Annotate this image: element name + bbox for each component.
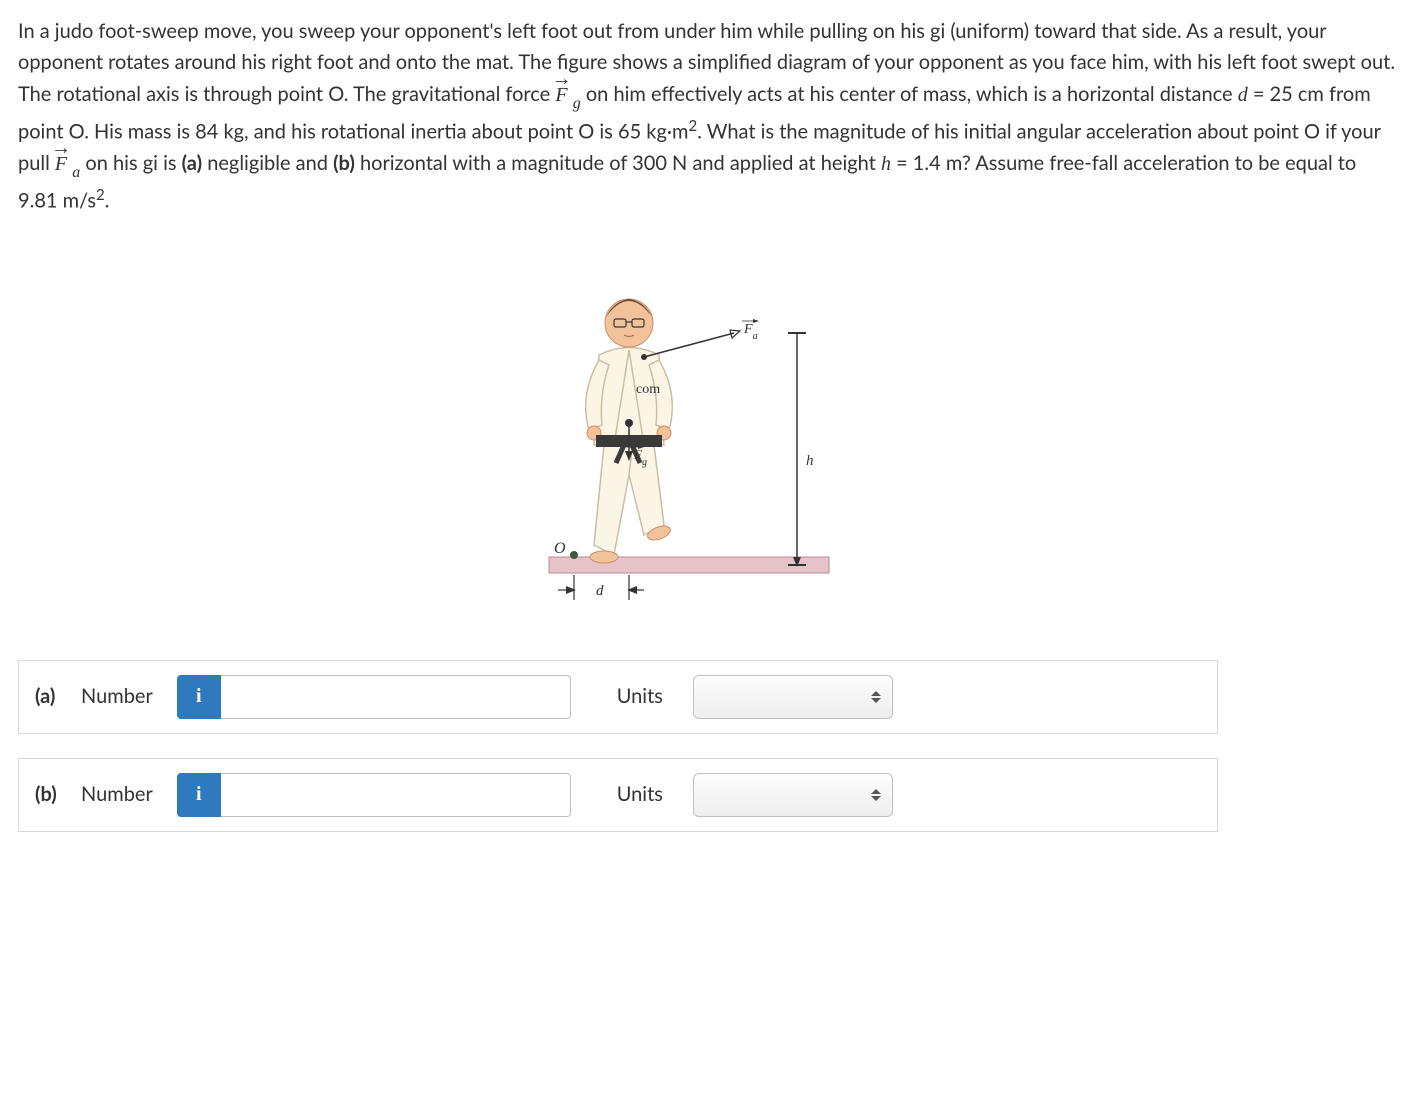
info-button-a[interactable]: i [177,675,221,719]
units-label: Units [617,779,663,810]
fa-label: Fa [743,322,758,342]
units-select-wrap-a [693,675,893,719]
com-label: com [636,382,660,397]
vector-fg: →F [555,78,567,111]
fa-vector-barhead [753,319,759,323]
vector-arrow: → [51,133,71,164]
vector-arrow: → [551,64,571,95]
answers-section: (a) Number i Units (b) Number i Units [18,660,1400,832]
subscript-g: g [573,95,581,112]
number-label: Number [81,681,153,712]
text: is 65 kg·m [594,119,688,143]
superscript: 2 [96,186,105,204]
answer-row-a: (a) Number i Units [18,660,1218,734]
h-label: h [806,453,814,469]
o-label: O [554,540,566,557]
judo-diagram: O [544,245,874,615]
units-select-wrap-b [693,773,893,817]
text: horizontal with a magnitude of 300 N and… [355,151,881,175]
number-label: Number [81,779,153,810]
fa-arrow-line [644,333,734,357]
part-a-marker: (a) [182,151,202,175]
text: on him effectively acts at his center of… [586,82,1238,106]
answer-row-b: (b) Number i Units [18,758,1218,832]
info-button-b[interactable]: i [177,773,221,817]
superscript: 2 [689,117,698,135]
text: . His mass is 84 kg, and his rotational … [84,119,578,143]
units-label: Units [617,681,663,712]
part-label-a: (a) [35,681,67,712]
part-b-marker: (b) [333,151,355,175]
text: . [105,189,110,213]
part-label-b: (b) [35,779,67,810]
fa-arrow-head [730,330,740,338]
number-input-group-a: i [177,675,571,719]
problem-statement: In a judo foot-sweep move, you sweep you… [18,16,1398,217]
text: on his gi is [85,151,181,175]
point-o: O [1304,119,1320,143]
text: . The gravitational force [344,82,556,106]
number-input-b[interactable] [221,773,571,817]
var-d: d [1238,84,1248,106]
point-o: O [328,82,344,106]
point-o: O [578,119,594,143]
d-label: d [596,583,604,599]
figure: O [18,245,1400,624]
vector-fa: →F [55,147,67,180]
var-h: h [881,153,891,175]
units-select-b[interactable] [693,773,893,817]
subscript-a: a [72,164,80,181]
text: negligible and [202,151,333,175]
number-input-group-b: i [177,773,571,817]
number-input-a[interactable] [221,675,571,719]
info-icon: i [196,681,202,712]
point-o-marker [570,551,578,559]
units-select-a[interactable] [693,675,893,719]
text: . What is the magnitude of his initial a… [697,119,1304,143]
info-icon: i [196,779,202,810]
